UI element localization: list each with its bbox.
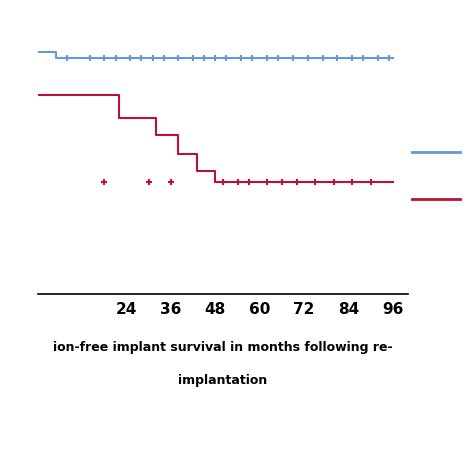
Text: implantation: implantation [178,374,267,387]
Text: ion-free implant survival in months following re-: ion-free implant survival in months foll… [53,341,392,354]
